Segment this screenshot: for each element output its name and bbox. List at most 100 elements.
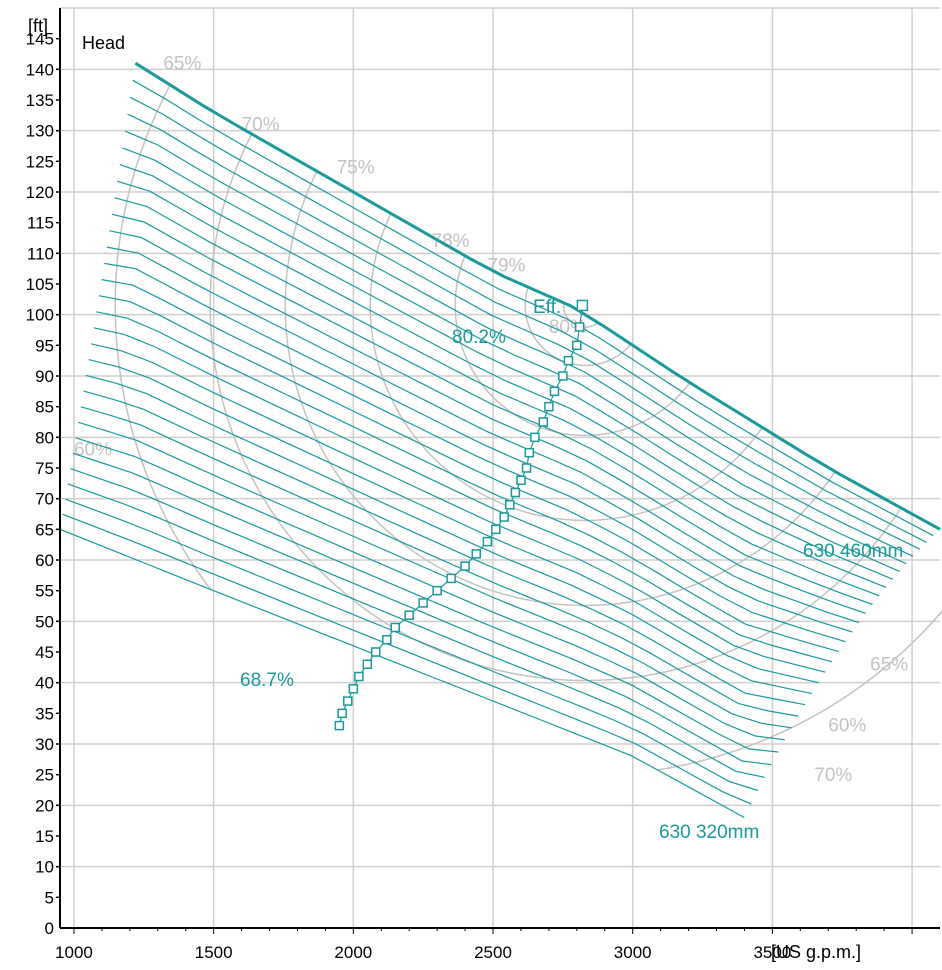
y-tick-label: 130 xyxy=(26,122,54,141)
y-tick-label: 90 xyxy=(35,367,54,386)
bep-marker xyxy=(521,463,532,473)
y-tick-label: 25 xyxy=(35,766,54,785)
impeller-curve xyxy=(78,421,792,729)
bep-marker xyxy=(337,708,347,719)
impeller-curve xyxy=(129,96,927,543)
bep-marker xyxy=(418,598,428,608)
bep-marker xyxy=(471,549,482,559)
impeller-curve-max xyxy=(134,61,941,531)
y-tick-label: 125 xyxy=(26,152,54,171)
bep-marker xyxy=(491,524,501,535)
efficiency-contour-label: 78% xyxy=(432,231,470,252)
bep-marker xyxy=(530,432,540,443)
bep-marker xyxy=(558,371,568,381)
x-tick-label: 3000 xyxy=(614,943,652,962)
efficiency-contour-label: 60% xyxy=(74,440,112,461)
impeller-curve xyxy=(85,374,813,695)
y-tick-label: 100 xyxy=(26,306,54,325)
bep-marker xyxy=(549,386,560,397)
bep-bottom-efficiency-label: 68.7% xyxy=(240,670,294,691)
bep-marker xyxy=(499,512,509,522)
x-tick-label: 2500 xyxy=(474,943,512,962)
bep-marker xyxy=(524,447,535,458)
impeller-curve xyxy=(75,437,785,741)
y-tick-label: 60 xyxy=(35,551,54,570)
y-tick-label: 115 xyxy=(27,214,54,233)
impeller-curve xyxy=(101,279,853,633)
impeller-curve xyxy=(117,180,894,580)
bep-marker xyxy=(382,634,392,645)
efficiency-contour-label: 79% xyxy=(487,256,525,277)
impeller-curve-min xyxy=(59,528,745,819)
bep-marker xyxy=(574,322,585,332)
y-tick-label: 140 xyxy=(26,60,54,79)
impeller-curve xyxy=(96,311,840,653)
y-tick-label: 95 xyxy=(35,336,54,355)
bep-marker xyxy=(572,340,582,351)
bep-marker xyxy=(460,561,470,571)
impeller-curve xyxy=(70,468,772,766)
y-tick-label: 55 xyxy=(35,582,54,601)
bep-marker xyxy=(510,487,521,498)
chart-labels: [ft] Head [US g.p.m.] 630 460mm 630 320m… xyxy=(28,16,903,962)
efficiency-contour-label: 65% xyxy=(870,654,908,675)
impeller-curve xyxy=(119,164,900,572)
impeller-curve xyxy=(83,390,806,706)
efficiency-contour xyxy=(209,63,942,682)
y-tick-label: 85 xyxy=(35,398,54,417)
y-tick-label: 105 xyxy=(26,275,54,294)
series-title-label: Head xyxy=(82,33,125,53)
x-tick-label: 3500 xyxy=(753,943,791,962)
bep-marker xyxy=(482,536,493,547)
efficiency-contour-label: 70% xyxy=(242,115,280,136)
efficiency-contour-label: 60% xyxy=(828,716,866,737)
bep-marker xyxy=(446,573,456,584)
y-axis-unit-label: [ft] xyxy=(28,16,48,36)
y-tick-label: 75 xyxy=(35,459,54,478)
impeller-curve xyxy=(111,213,880,597)
y-tick-label: 45 xyxy=(35,643,54,662)
bep-marker xyxy=(404,610,414,620)
bep-marker xyxy=(538,417,549,427)
y-tick-label: 50 xyxy=(35,612,54,631)
impeller-curve xyxy=(106,246,866,614)
impeller-min-label: 630 320mm xyxy=(659,822,759,843)
impeller-curve xyxy=(64,498,759,792)
bep-marker xyxy=(342,696,353,706)
impeller-curve xyxy=(88,359,819,684)
x-tick-label: 1000 xyxy=(55,943,93,962)
axes: 5 10 15 20 25 30 35 40 45 50 55 60 65 70 75 80 85 90 95 100… xyxy=(26,8,940,962)
y-tick-label: 20 xyxy=(35,796,54,815)
y-tick-label: 70 xyxy=(35,490,54,509)
impeller-curve xyxy=(127,113,921,550)
bep-marker xyxy=(370,647,381,657)
y-tick-label: 15 xyxy=(35,827,54,846)
y-tick-label: 35 xyxy=(35,704,54,723)
y-tick-label: 145 xyxy=(26,30,54,49)
bep-marker xyxy=(354,671,364,682)
bep-marker xyxy=(544,401,554,412)
bep-marker xyxy=(516,475,526,486)
y-tick-label: 40 xyxy=(35,674,54,693)
impeller-curve xyxy=(91,343,826,673)
y-tick-label: 5 xyxy=(45,888,54,907)
y-tick-label: 80 xyxy=(35,428,54,447)
x-tick-label: 1500 xyxy=(195,943,233,962)
bep-marker xyxy=(563,355,574,366)
bep-eff-label: Eff. xyxy=(533,297,561,318)
impeller-curve xyxy=(62,513,752,805)
x-tick-label: 2000 xyxy=(334,943,372,962)
efficiency-contour-label: 65% xyxy=(163,53,201,74)
bep-marker xyxy=(576,299,589,312)
bep-top-efficiency-label: 80.2% xyxy=(452,327,506,348)
x-axis-unit-label: [US g.p.m.] xyxy=(771,942,861,962)
grid xyxy=(60,7,940,928)
y-tick-label: 65 xyxy=(35,520,54,539)
efficiency-contour-label: 70% xyxy=(814,765,852,786)
impeller-curve xyxy=(98,295,846,643)
bep-marker xyxy=(432,585,442,596)
y-tick-label: 30 xyxy=(35,735,54,754)
impeller-curve xyxy=(104,262,860,624)
